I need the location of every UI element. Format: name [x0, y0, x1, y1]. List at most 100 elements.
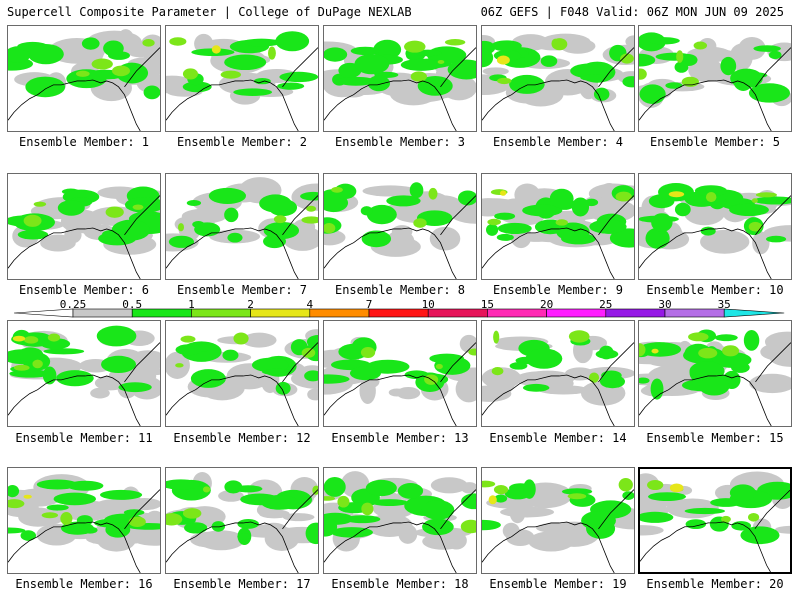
scp-contour-high [202, 486, 211, 493]
scp-contour-mid [730, 68, 763, 89]
ensemble-member-map[interactable] [481, 173, 635, 280]
scp-contour-mid [53, 492, 97, 506]
ensemble-member-label: Ensemble Member: 19 [489, 577, 627, 591]
coastline-outline [166, 195, 318, 279]
coastline-outline [166, 47, 318, 131]
ensemble-member-label: Ensemble Member: 17 [173, 577, 311, 591]
scp-field-map [482, 33, 634, 131]
scp-contour-mid [580, 74, 611, 82]
scp-contour-mid [275, 31, 310, 52]
scp-contour-high [175, 363, 184, 368]
scp-contour-mid [598, 345, 614, 360]
scp-contour-low [625, 35, 634, 48]
scp-contour-mid [336, 76, 376, 86]
scp-contour-mid [366, 204, 397, 225]
coastline-outline [8, 489, 160, 573]
scp-contour-mid [99, 489, 143, 500]
scp-contour-low [422, 533, 464, 550]
scp-contour-low [509, 501, 526, 524]
colorbar-segment [605, 308, 666, 318]
scp-contour-mid [593, 87, 610, 101]
scp-contour-high [460, 519, 476, 534]
scp-contour-low [752, 231, 770, 255]
scp-contour-mid [349, 366, 381, 381]
ensemble-member-map[interactable] [638, 320, 792, 427]
colorbar-tick-label: 7 [365, 298, 373, 311]
ensemble-member-map[interactable] [323, 173, 477, 280]
scp-contour-high [32, 359, 43, 369]
scp-field-map [482, 477, 634, 573]
scp-contour-high [647, 479, 664, 491]
scp-contour-mid [729, 484, 756, 502]
scp-contour-mid [689, 361, 725, 381]
scp-contour-mid [25, 76, 66, 98]
ensemble-member-map[interactable] [638, 173, 792, 280]
scp-contour-mid [768, 50, 782, 60]
scp-contour-mid [581, 510, 616, 531]
ensemble-member-map[interactable] [7, 173, 161, 280]
ensemble-member-map[interactable] [638, 467, 792, 574]
ensemble-member-map[interactable] [7, 467, 161, 574]
scp-contour-low [90, 387, 110, 399]
scp-contour-mid [571, 197, 590, 217]
scp-contour-high [435, 363, 443, 370]
scp-contour-mid [182, 81, 212, 93]
scp-contour-low [258, 509, 290, 519]
ensemble-member-map[interactable] [165, 467, 319, 574]
scp-field-map [639, 182, 791, 279]
ensemble-member-map[interactable] [481, 320, 635, 427]
ensemble-member-map[interactable] [7, 25, 161, 132]
colorbar-segment [427, 308, 488, 318]
scp-contour-mid [496, 233, 514, 241]
scp-contour-low [482, 67, 509, 76]
scp-field-map [640, 471, 790, 572]
scp-contour-mid [458, 190, 476, 206]
scp-contour-high [555, 219, 568, 226]
ensemble-member-label: Ensemble Member: 5 [649, 135, 781, 149]
scp-contour-mid [241, 38, 282, 47]
scp-contour-mid [8, 527, 26, 534]
ensemble-member-map[interactable] [165, 173, 319, 280]
ensemble-member-map[interactable] [638, 25, 792, 132]
ensemble-member-map[interactable] [165, 320, 319, 427]
scp-contour-mid [81, 37, 100, 50]
scp-contour-mid [409, 182, 424, 199]
ensemble-member-map[interactable] [481, 467, 635, 574]
scp-contour-low [398, 524, 418, 544]
scp-contour-mid [260, 494, 299, 510]
scp-contour-low [482, 198, 523, 216]
scp-field-map [166, 329, 318, 426]
scp-contour-low [241, 77, 258, 89]
scp-contour-mid [17, 229, 49, 240]
ensemble-member-map[interactable] [165, 25, 319, 132]
ensemble-member-map[interactable] [323, 25, 477, 132]
ensemble-member-map[interactable] [323, 320, 477, 427]
scp-contour-low [359, 377, 376, 405]
scp-contour-high [493, 330, 500, 344]
scp-contour-low [430, 477, 468, 494]
colorbar-tick-label: 2 [247, 298, 254, 311]
scp-contour-high [639, 68, 647, 80]
scp-contour-high [676, 50, 684, 63]
scp-field-map [166, 177, 318, 279]
scp-contour-mid [350, 46, 380, 56]
coastline-outline [324, 342, 476, 426]
scp-contour-mid [648, 492, 687, 502]
ensemble-member-map[interactable] [323, 467, 477, 574]
scp-contour-high [23, 214, 42, 227]
scp-contour-mid [509, 74, 545, 94]
scp-contour-low [459, 334, 476, 353]
page-title: Supercell Composite Parameter | College … [7, 5, 412, 19]
scp-contour-mid [105, 522, 131, 538]
scp-contour-mid [639, 377, 650, 384]
scp-contour-mid [640, 511, 674, 523]
scp-contour-high [693, 41, 708, 50]
scp-contour-mid [168, 235, 195, 248]
scp-contour-high [698, 347, 718, 359]
ensemble-member-map[interactable] [7, 320, 161, 427]
color-scale-legend [13, 308, 785, 318]
scp-contour-mid [36, 479, 79, 490]
ensemble-member-map[interactable] [481, 25, 635, 132]
scp-contour-high [301, 216, 318, 224]
ensemble-member-label: Ensemble Member: 18 [331, 577, 469, 591]
